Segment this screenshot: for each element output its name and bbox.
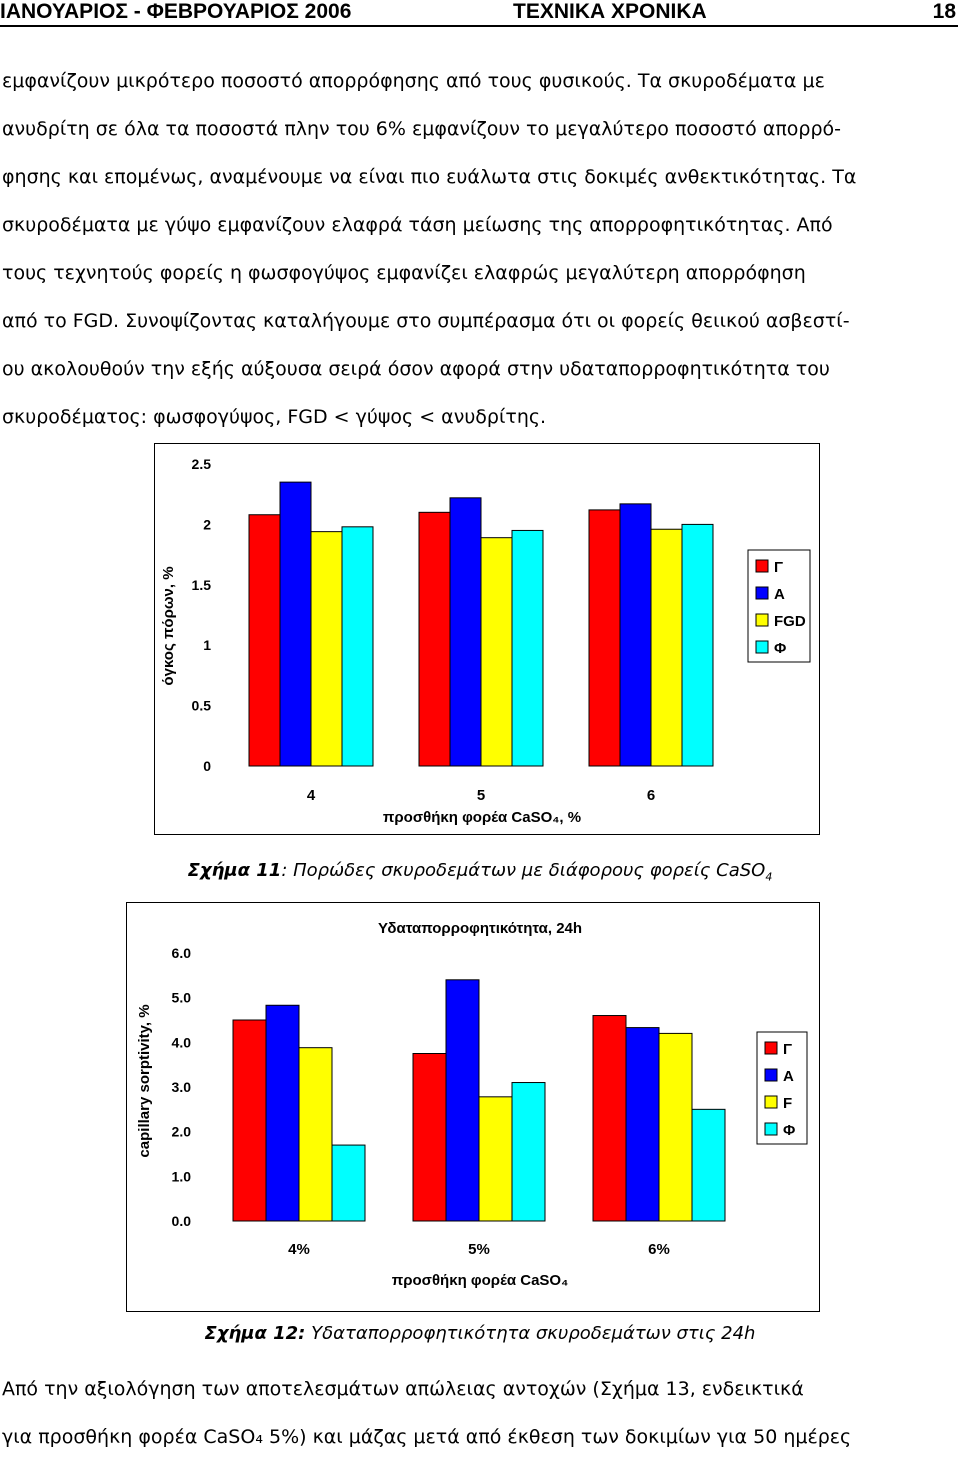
x-tick-label: 5: [477, 787, 485, 804]
x-tick-label: 6: [647, 787, 655, 804]
bar: [511, 529, 544, 767]
figure-12-caption: Σχήμα 12: Υδαταπορροφητικότητα σκυροδεμά…: [0, 1323, 960, 1344]
chart-title: Υδαταπορροφητικότητα, 24h: [378, 920, 582, 937]
page-number: 18: [932, 0, 956, 23]
figure-11-text: : Πορώδες σκυροδεμάτων με διάφορους φορε…: [281, 860, 766, 881]
y-tick-label: 1: [203, 637, 211, 653]
bar: [310, 531, 343, 767]
text-line: από το FGD. Συνοψίζοντας καταλήγουμε στο…: [2, 310, 850, 332]
journal-title: ΤΕΧΝΙΚΑ ΧΡΟΝΙΚΑ: [513, 0, 707, 23]
bar: [298, 1047, 333, 1222]
text-line: Από την αξιολόγηση των αποτελεσμάτων απώ…: [2, 1378, 804, 1400]
y-tick-label: 5.0: [172, 990, 192, 1006]
figure-11-label: Σχήμα 11: [187, 860, 282, 881]
legend-label: Γ: [783, 1041, 792, 1058]
y-tick-label: 3.0: [172, 1079, 192, 1095]
legend-swatch: [755, 640, 769, 654]
paragraph-2: Από την αξιολόγηση των αποτελεσμάτων απώ…: [2, 1365, 958, 1461]
x-tick-label: 6%: [648, 1241, 670, 1258]
x-tick-label: 4: [307, 787, 316, 804]
y-tick-label: 1.5: [192, 577, 212, 593]
journal-issue: ΙΑΝΟΥΑΡΙΟΣ - ΦΕΒΡΟΥΑΡΙΟΣ 2006: [0, 0, 352, 23]
x-axis-label: προσθήκη φορέα CaSO₄: [392, 1272, 568, 1289]
figure-12-text: Υδαταπορροφητικότητα σκυροδεμάτων στις 2…: [305, 1323, 756, 1344]
bar: [265, 1004, 300, 1222]
bar: [232, 1019, 267, 1222]
y-tick-label: 0: [203, 758, 211, 774]
y-tick-label: 2.0: [172, 1124, 192, 1140]
legend-swatch: [764, 1095, 778, 1109]
text-line: ου ακολουθούν την εξής αύξουσα σειρά όσο…: [2, 358, 830, 380]
legend-swatch: [764, 1122, 778, 1136]
bar: [341, 526, 374, 767]
bar: [412, 1053, 447, 1222]
figure-11-chart: 0 0.5 1 1.5 2 2.5 όγκος πόρων, % 4 5 6 προσθήκη φο…: [154, 443, 820, 835]
bar: [592, 1015, 627, 1222]
y-tick-label: 2.5: [192, 456, 212, 472]
paragraph-1: εμφανίζουν μικρότερο ποσοστό απορρόφησης…: [2, 57, 958, 441]
text-line: φησης και επομένως, αναμένουμε να είναι …: [2, 166, 857, 188]
legend-label: Φ: [774, 640, 786, 657]
x-tick-label: 5%: [468, 1241, 490, 1258]
legend-swatch: [764, 1041, 778, 1055]
bar: [449, 497, 482, 767]
x-axis-label: προσθήκη φορέα CaSO₄, %: [383, 809, 581, 826]
bar: [691, 1108, 726, 1222]
bar: [511, 1082, 546, 1222]
figure-12-label: Σχήμα 12:: [204, 1323, 306, 1344]
bar: [478, 1096, 513, 1222]
bar: [331, 1144, 366, 1222]
bar: [445, 979, 480, 1222]
y-tick-label: 6.0: [172, 945, 192, 961]
legend-swatch: [764, 1068, 778, 1082]
y-tick-label: 1.0: [172, 1168, 192, 1184]
legend-label: Α: [783, 1068, 794, 1085]
legend-label: Α: [774, 586, 785, 603]
y-axis-label: capillary sorptivity, %: [136, 1004, 153, 1157]
bar: [681, 523, 714, 767]
figure-12-chart: Υδαταπορροφητικότητα, 24h 0.0 1.0 2.0 3.0 4.0…: [126, 902, 820, 1312]
text-line: σκυροδέματος: φωσφογύψος, FGD < γύψος < …: [2, 406, 547, 428]
bar: [658, 1032, 693, 1222]
porosity-bar-chart: 0 0.5 1 1.5 2 2.5 όγκος πόρων, % 4 5 6 προσθήκη φο…: [160, 456, 811, 826]
y-tick-label: 0.0: [172, 1213, 192, 1229]
legend-label: Γ: [774, 559, 783, 576]
y-axis-label: όγκος πόρων, %: [160, 566, 177, 685]
legend-swatch: [755, 586, 769, 600]
legend-label: FGD: [774, 613, 806, 630]
y-tick-label: 2: [203, 516, 211, 532]
text-line: ανυδρίτη σε όλα τα ποσοστά πλην του 6% ε…: [2, 118, 842, 140]
bar: [480, 537, 513, 767]
x-tick-label: 4%: [288, 1241, 310, 1258]
legend-swatch: [755, 559, 769, 573]
legend-label: Φ: [783, 1122, 795, 1139]
text-line: εμφανίζουν μικρότερο ποσοστό απορρόφησης…: [2, 70, 825, 92]
text-line: σκυροδέματα με γύψο εμφανίζουν ελαφρά τά…: [2, 214, 833, 236]
bar: [418, 511, 451, 767]
legend-swatch: [755, 613, 769, 627]
bar: [619, 503, 652, 767]
figure-11-subscript: 4: [765, 870, 773, 884]
header-rule: [0, 25, 958, 27]
bar: [279, 481, 312, 767]
legend-label: F: [783, 1095, 792, 1112]
bar: [625, 1027, 660, 1222]
y-tick-label: 4.0: [172, 1034, 192, 1050]
text-line: τους τεχνητούς φορείς η φωσφογύψος εμφαν…: [2, 262, 806, 284]
bar: [588, 509, 621, 767]
figure-11-caption: Σχήμα 11: Πορώδες σκυροδεμάτων με διάφορ…: [0, 860, 960, 884]
sorptivity-bar-chart: Υδαταπορροφητικότητα, 24h 0.0 1.0 2.0 3.0 4.0…: [136, 920, 808, 1289]
bar: [650, 528, 683, 767]
y-tick-label: 0.5: [192, 698, 212, 714]
bar: [248, 514, 281, 767]
text-line: για προσθήκη φορέα CaSO₄ 5%) και μάζας μ…: [2, 1426, 852, 1448]
page-header: ΙΑΝΟΥΑΡΙΟΣ - ΦΕΒΡΟΥΑΡΙΟΣ 2006 ΤΕΧΝΙΚΑ ΧΡ…: [0, 0, 960, 27]
